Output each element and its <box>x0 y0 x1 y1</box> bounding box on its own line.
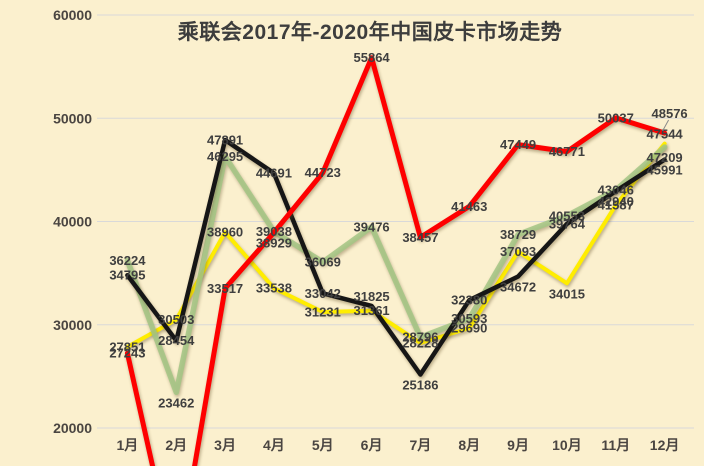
data-label-green: 36069 <box>305 255 341 270</box>
data-label-green: 43046 <box>598 183 634 198</box>
data-label-black: 42940 <box>598 194 634 209</box>
data-labels-group: 27851 30503 38960 33538 31231 31361 28228 29690… <box>109 50 687 410</box>
label-leader-line <box>662 119 670 132</box>
x-axis-month-label: 6月 <box>361 437 383 453</box>
data-label-yellow: 30503 <box>158 312 194 327</box>
data-label-black: 34795 <box>109 268 145 283</box>
data-label-black: 45991 <box>647 163 683 178</box>
data-label-yellow: 27851 <box>109 339 145 354</box>
data-label-green: 39476 <box>354 219 390 234</box>
data-label-green: 30593 <box>451 311 487 326</box>
y-axis-tick-label: 40000 <box>53 214 92 230</box>
series-line-yellow <box>125 141 667 349</box>
data-label-yellow: 33538 <box>256 281 292 296</box>
data-label-red: 33517 <box>207 281 243 296</box>
y-axis-tick-label: 20000 <box>53 420 92 436</box>
data-label-red: 48576 <box>652 106 688 121</box>
data-label-green: 39038 <box>256 224 292 239</box>
data-label-yellow: 29690 <box>451 320 487 335</box>
data-label-yellow: 28228 <box>402 336 438 351</box>
x-axis-month-label: 12月 <box>650 437 680 453</box>
data-label-yellow: 41587 <box>598 198 634 213</box>
data-label-red: 41463 <box>451 199 487 214</box>
axes-group: 20000 30000 40000 50000 60000 1月 2月 3月 4月 5月 6月 7月 8… <box>53 7 679 453</box>
x-axis-month-label: 1月 <box>117 437 139 453</box>
series-line-black <box>125 137 667 377</box>
data-label-red: 55864 <box>354 50 391 65</box>
x-axis-month-label: 9月 <box>507 437 529 453</box>
data-label-red: 27243 <box>109 346 145 361</box>
data-label-black: 25186 <box>402 377 438 392</box>
data-label-yellow: 38960 <box>207 225 243 240</box>
data-label-red: 38929 <box>256 236 292 251</box>
y-axis-tick-label: 50000 <box>53 110 92 126</box>
x-axis-month-label: 2月 <box>165 437 187 453</box>
series-group <box>124 55 668 466</box>
data-label-red: 47449 <box>500 137 536 152</box>
data-label-black: 33042 <box>305 286 341 301</box>
series-line-red <box>124 55 668 466</box>
data-label-yellow: 31231 <box>305 305 341 320</box>
data-label-yellow: 37093 <box>500 244 536 259</box>
data-label-green: 28796 <box>402 330 438 345</box>
data-label-green: 36224 <box>109 253 146 268</box>
data-label-red: 44723 <box>305 165 341 180</box>
x-axis-month-label: 8月 <box>458 437 480 453</box>
data-label-green: 40553 <box>549 208 585 223</box>
x-axis-month-label: 11月 <box>601 437 630 453</box>
y-axis-tick-label: 60000 <box>53 7 92 23</box>
data-label-red: 50037 <box>598 110 634 125</box>
data-label-red: 46771 <box>549 144 585 159</box>
data-label-black: 44691 <box>256 166 292 181</box>
data-label-yellow: 34015 <box>549 286 585 301</box>
data-label-black: 31825 <box>354 289 390 304</box>
data-label-green: 38729 <box>500 227 536 242</box>
x-axis-month-label: 10月 <box>552 437 582 453</box>
data-label-black: 32380 <box>451 293 487 308</box>
data-label-green: 23462 <box>158 395 194 410</box>
x-axis-month-label: 4月 <box>263 437 285 453</box>
data-label-black: 34672 <box>500 280 536 295</box>
data-label-green: 46295 <box>207 149 243 164</box>
y-axis-tick-label: 30000 <box>53 317 92 333</box>
data-label-red: 38457 <box>402 230 438 245</box>
data-label-black: 28454 <box>158 333 195 348</box>
series-line-green <box>124 144 668 396</box>
data-label-green: 47209 <box>647 150 683 165</box>
data-label-black: 39764 <box>549 216 586 231</box>
data-label-black: 47891 <box>207 133 243 148</box>
data-label-yellow: 31361 <box>354 303 390 318</box>
x-axis-month-label: 5月 <box>312 437 334 453</box>
x-axis-month-label: 7月 <box>410 437 432 453</box>
data-label-yellow: 47544 <box>647 127 684 142</box>
x-axis-month-label: 3月 <box>214 437 236 453</box>
